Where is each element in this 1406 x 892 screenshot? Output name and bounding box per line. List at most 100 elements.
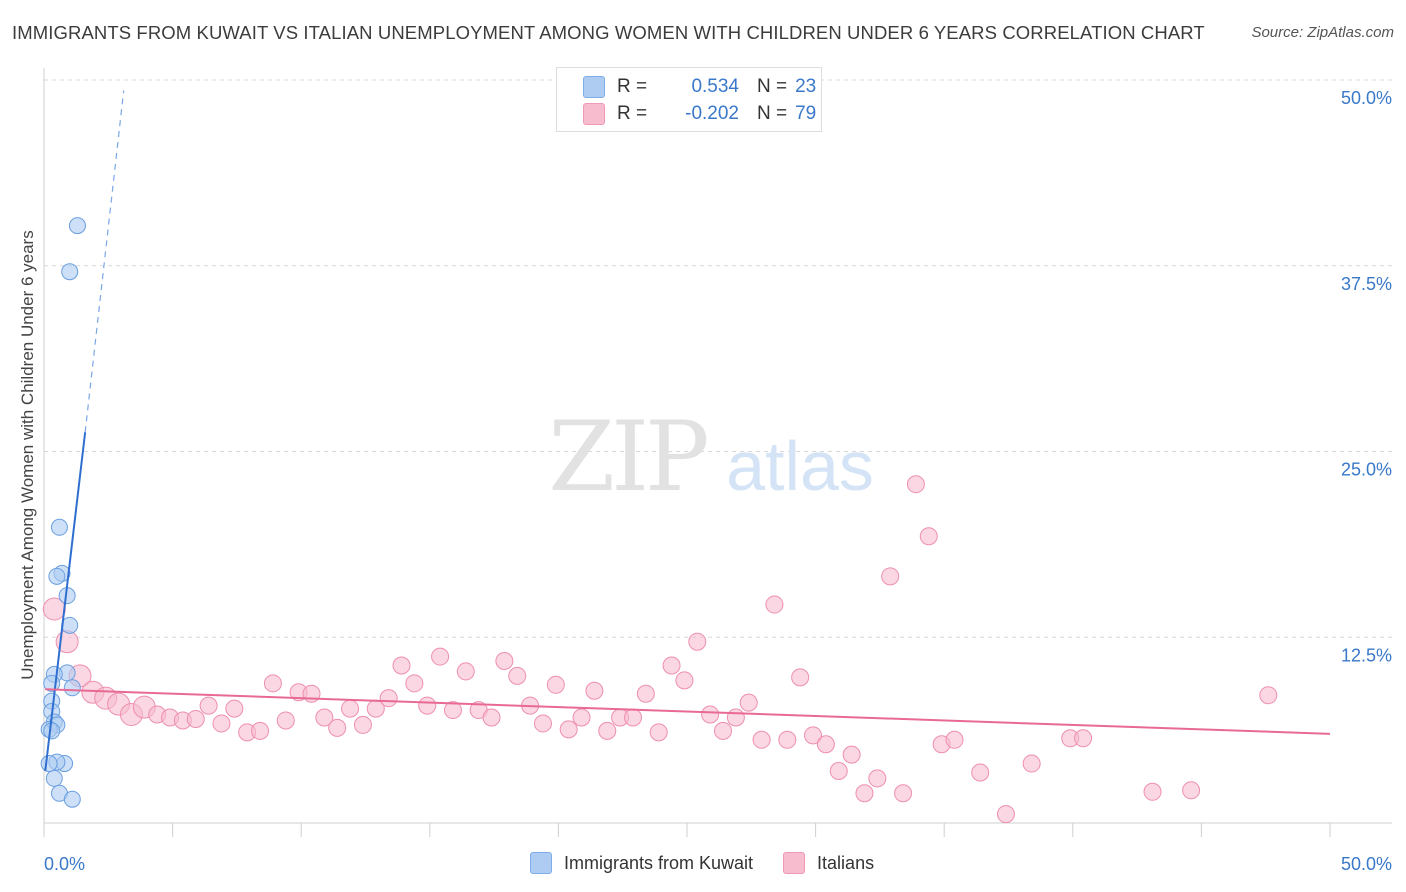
kuwait-trend-line xyxy=(44,432,87,772)
y-tick-labels: 12.5% 25.0% 37.5% 50.0% xyxy=(1341,88,1392,665)
italians-point xyxy=(276,711,295,730)
italians-point xyxy=(379,689,398,708)
italians-point xyxy=(1259,686,1278,705)
italians-point xyxy=(675,671,694,690)
gridlines xyxy=(44,79,1392,638)
italians-point xyxy=(585,681,604,700)
italians-point xyxy=(778,730,797,749)
kuwait-point xyxy=(61,263,79,281)
trend-lines xyxy=(44,90,1331,772)
italians-point xyxy=(353,715,372,734)
x-tick-label: 0.0% xyxy=(44,854,85,874)
italians-point xyxy=(405,674,424,693)
kuwait-points xyxy=(40,217,86,808)
legend-n-label: N = xyxy=(757,103,788,124)
italians-point xyxy=(701,705,720,724)
italians-point xyxy=(881,567,900,586)
italians-point xyxy=(649,723,668,742)
series-label-italians: Italians xyxy=(817,852,875,873)
italians-point xyxy=(1022,754,1041,773)
italians-point xyxy=(919,527,938,546)
series-legend-kuwait[interactable]: Immigrants from Kuwait xyxy=(530,852,753,874)
italians-point xyxy=(328,718,347,737)
italians-point xyxy=(1074,729,1093,748)
italians-trend-line xyxy=(45,688,1331,735)
series-swatch-italians xyxy=(783,852,806,874)
italians-point xyxy=(996,805,1015,824)
italians-points xyxy=(42,475,1278,824)
italians-point xyxy=(894,784,913,803)
legend-n-label: N = xyxy=(757,76,788,97)
italians-point xyxy=(791,668,810,687)
y-tick-label: 12.5% xyxy=(1341,645,1392,665)
series-legend: Immigrants from Kuwait Italians xyxy=(530,852,904,874)
italians-point xyxy=(906,475,925,494)
italians-point xyxy=(263,674,282,693)
series-legend-italians[interactable]: Italians xyxy=(783,852,874,874)
y-tick-label: 25.0% xyxy=(1341,460,1392,480)
italians-point xyxy=(431,647,450,666)
legend-r-value: -0.202 xyxy=(685,103,739,124)
italians-point xyxy=(688,632,707,651)
italians-point xyxy=(598,721,617,740)
axes xyxy=(43,68,1392,837)
italians-point xyxy=(855,784,874,803)
italians-point xyxy=(636,684,655,703)
italians-point xyxy=(1143,782,1162,801)
italians-point xyxy=(842,745,861,764)
y-axis-label: Unemployment Among Women with Children U… xyxy=(18,230,37,680)
legend-swatch-kuwait xyxy=(583,76,605,98)
italians-point xyxy=(623,708,642,727)
italians-point xyxy=(533,714,552,733)
italians-point xyxy=(341,699,360,718)
italians-point xyxy=(662,656,681,675)
kuwait-point xyxy=(45,769,63,787)
x-tick-label: 50.0% xyxy=(1341,854,1392,874)
italians-point xyxy=(225,699,244,718)
watermark-zip: ZIP xyxy=(548,401,707,513)
italians-point xyxy=(572,708,591,727)
italians-point xyxy=(495,652,514,671)
kuwait-point xyxy=(40,755,58,773)
italians-point xyxy=(726,708,745,727)
italians-point xyxy=(418,696,437,715)
italians-point xyxy=(971,763,990,782)
x-tick-labels: 0.0% 50.0% xyxy=(44,854,1392,874)
y-tick-label: 37.5% xyxy=(1341,274,1392,294)
italians-point xyxy=(315,708,334,727)
italians-point xyxy=(714,721,733,740)
italians-point xyxy=(186,709,205,728)
italians-point xyxy=(199,696,218,715)
legend-n-value: 79 xyxy=(795,103,817,124)
italians-point xyxy=(251,721,270,740)
legend-swatch-italians xyxy=(583,103,605,125)
kuwait-point xyxy=(43,722,61,740)
italians-point xyxy=(765,595,784,614)
legend-r-value: 0.534 xyxy=(691,76,739,97)
italians-point xyxy=(392,656,411,675)
kuwait-point xyxy=(61,616,79,634)
legend-row-kuwait: R = 0.534 N = 23 xyxy=(583,74,816,100)
italians-point xyxy=(443,701,462,720)
kuwait-point xyxy=(50,518,68,536)
italians-point xyxy=(508,666,527,685)
italians-point xyxy=(546,675,565,694)
y-tick-label: 50.0% xyxy=(1341,88,1392,108)
italians-point xyxy=(868,769,887,788)
italians-point xyxy=(752,730,771,749)
kuwait-point xyxy=(63,679,81,697)
watermark-atlas: atlas xyxy=(726,427,874,505)
legend-n-value: 23 xyxy=(795,76,817,97)
italians-point xyxy=(739,693,758,712)
correlation-legend: R = 0.534 N = 23 R = -0.202 N = 79 xyxy=(556,67,822,132)
kuwait-point xyxy=(48,567,66,585)
italians-point xyxy=(945,730,964,749)
chart-title: IMMIGRANTS FROM KUWAIT VS ITALIAN UNEMPL… xyxy=(12,22,1205,43)
legend-r-label: R = xyxy=(617,103,648,124)
legend-row-italians: R = -0.202 N = 79 xyxy=(583,101,816,127)
italians-point xyxy=(559,720,578,739)
series-label-kuwait: Immigrants from Kuwait xyxy=(564,852,754,873)
italians-point xyxy=(804,726,823,745)
legend-r-label: R = xyxy=(617,76,648,97)
